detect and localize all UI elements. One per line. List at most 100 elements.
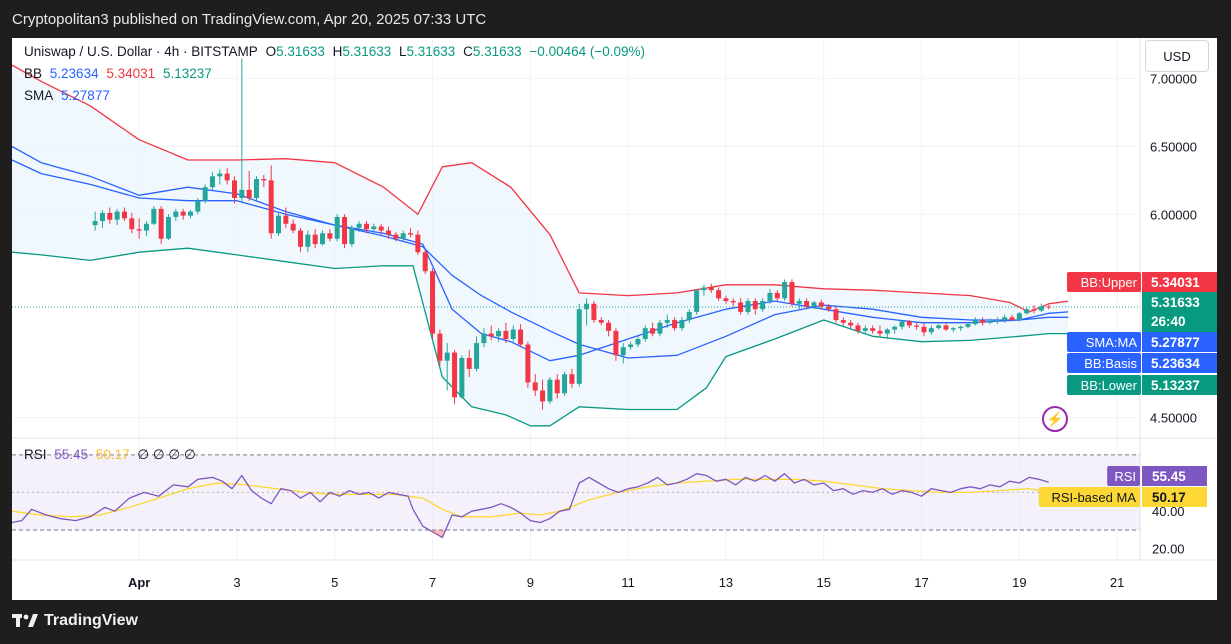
candle-body [855, 325, 861, 331]
tradingview-logo[interactable]: TradingView [12, 612, 138, 630]
candle [833, 306, 839, 323]
candle-body [503, 330, 509, 340]
candle-body [694, 290, 700, 312]
lightning-icon[interactable]: ⚡ [1042, 406, 1068, 432]
price-scale-label: BB:Lower 5.13237 [1067, 375, 1217, 395]
candle-body [415, 234, 421, 253]
price-scale-label-box [1142, 292, 1217, 332]
candle-body [789, 282, 795, 304]
candle-body [598, 320, 604, 323]
candle-body [804, 301, 810, 307]
candle-body [356, 223, 362, 228]
candle [393, 231, 399, 242]
candle-body [1002, 317, 1008, 321]
candle-body [716, 290, 722, 299]
candle [642, 325, 648, 342]
price-scale-label-box [1142, 332, 1217, 352]
candle [173, 208, 179, 222]
candle [415, 230, 421, 255]
candle-body [1031, 309, 1037, 311]
time-tick-label: 9 [527, 575, 534, 590]
candle [606, 320, 612, 337]
candle-body [606, 322, 612, 331]
legend-rsi-extra: ∅ ∅ ∅ ∅ [137, 447, 196, 462]
candle [540, 379, 546, 410]
candle [1002, 314, 1008, 323]
candle [298, 227, 304, 253]
price-scale-label-tag [1067, 375, 1141, 395]
candle [591, 301, 597, 323]
rsi-scale-label: RSI-based MA 50.17 [1038, 487, 1207, 507]
candle-body [892, 326, 898, 330]
candle [672, 317, 678, 331]
time-tick-label: 11 [621, 575, 635, 590]
legend-bb-lower: 5.13237 [162, 66, 212, 81]
candle-body [760, 301, 766, 310]
candle-body [136, 229, 142, 231]
candle-body [540, 390, 546, 402]
price-scale-label: SMA:MA 5.27877 [1067, 332, 1217, 352]
candle-body [914, 325, 920, 327]
candle [855, 322, 861, 334]
candle-body [283, 215, 289, 224]
candle-body [320, 233, 326, 245]
candle [444, 343, 450, 391]
candle [584, 298, 590, 326]
candle-body [1024, 309, 1030, 314]
candle [554, 374, 560, 399]
candle [195, 198, 201, 215]
candle-body [276, 215, 282, 234]
candle [525, 341, 531, 388]
price-scale-label-box [1142, 375, 1217, 395]
candle-body [158, 208, 164, 239]
candle-body [972, 320, 978, 325]
candle [958, 325, 964, 331]
candle-body [862, 328, 868, 331]
candle-body [1009, 317, 1015, 321]
candle [716, 287, 722, 302]
rsi-scale-label-value: 50.17 [1152, 490, 1186, 505]
candle-body [268, 180, 274, 234]
candle [686, 309, 692, 323]
candle-body [613, 330, 619, 356]
candle-body [936, 325, 942, 329]
rsi-tick-label: 40.00 [1152, 504, 1185, 519]
legend-sma-value: 5.27877 [61, 88, 110, 103]
candle [356, 221, 362, 232]
candle [224, 168, 230, 185]
candle-body [143, 223, 149, 231]
price-scale-label-tag [1067, 353, 1141, 373]
price-scale-label-countdown: 26:40 [1151, 314, 1186, 329]
candle [569, 368, 575, 388]
candle [276, 211, 282, 236]
price-tick-label: 6.00000 [1150, 207, 1197, 222]
candle-body [1046, 306, 1052, 308]
legend-bb-basis: 5.23634 [49, 66, 99, 81]
candle-body [224, 173, 230, 181]
legend-c-label: C [463, 44, 473, 59]
rsi-scale-label-tag [1038, 487, 1140, 507]
candle [231, 176, 237, 204]
candle [628, 341, 634, 350]
candle [437, 329, 443, 367]
candle [107, 207, 113, 224]
candle [635, 336, 641, 348]
candle [576, 303, 582, 387]
candle-body [239, 189, 245, 198]
currency-button[interactable]: USD [1145, 40, 1209, 72]
chart-panel[interactable]: 7.00000 6.50000 6.00000 4.50000 Apr 3 5 7 9 11 13 1… [12, 38, 1217, 600]
price-scale-label-tag [1067, 332, 1141, 352]
candle-body [246, 189, 252, 198]
candle-body [921, 326, 927, 333]
chart-svg[interactable]: 7.00000 6.50000 6.00000 4.50000 Apr 3 5 7 9 11 13 1… [12, 38, 1217, 600]
candle-body [950, 328, 956, 330]
candle [459, 355, 465, 399]
legend-rsi-value: 55.45 [54, 447, 89, 462]
currency-label: USD [1163, 48, 1191, 64]
candle-body [298, 230, 304, 247]
candle [510, 325, 516, 342]
candle-body [444, 352, 450, 361]
candle [1038, 303, 1044, 312]
legend-rsi-ma-value: 50.17 [95, 447, 130, 462]
candle [151, 206, 157, 226]
